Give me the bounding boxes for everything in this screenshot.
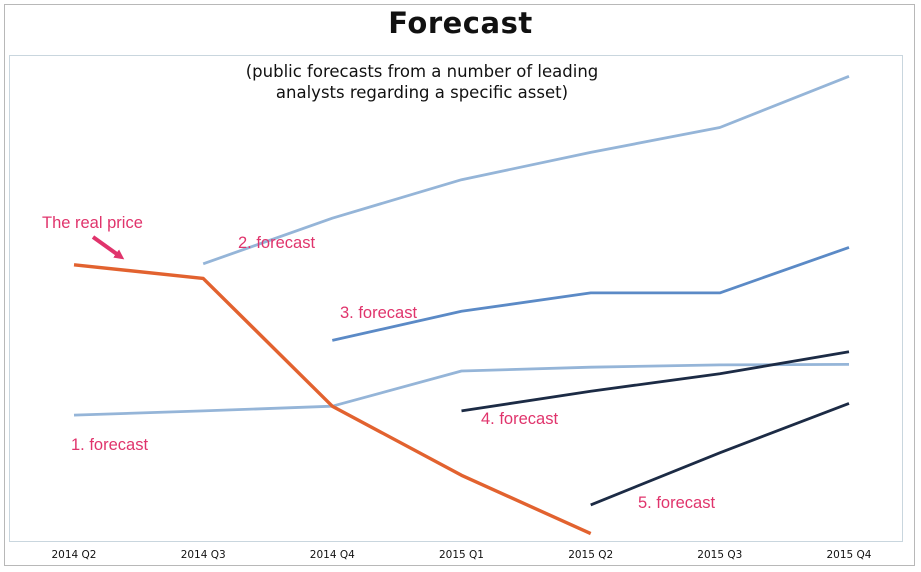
series-layer xyxy=(73,74,850,536)
x-tick-label: 2015 Q3 xyxy=(697,549,742,561)
x-tick-label: 2014 Q4 xyxy=(310,549,355,561)
chart-title: Forecast xyxy=(388,6,533,40)
annotation-4-forecast: 4. forecast xyxy=(481,410,558,428)
x-tick-label: 2014 Q3 xyxy=(181,549,226,561)
annotation-layer: The real price 1. forecast 2. forecast 3. f… xyxy=(42,214,715,512)
x-axis-ticks: 2014 Q2 2014 Q3 2014 Q4 2015 Q1 2015 Q2 2015 … xyxy=(51,549,871,561)
plot-area xyxy=(9,55,903,542)
x-tick-label: 2015 Q2 xyxy=(568,549,613,561)
x-tick-label: 2014 Q2 xyxy=(51,549,96,561)
chart-subtitle: (public forecasts from a number of leadi… xyxy=(245,62,599,102)
annotation-arrow xyxy=(91,235,125,260)
series-line-5-forecast xyxy=(590,402,850,507)
x-tick-label: 2015 Q4 xyxy=(826,549,871,561)
x-tick-label: 2015 Q1 xyxy=(439,549,484,561)
annotation-3-forecast: 3. forecast xyxy=(340,304,417,322)
series-line-4-forecast xyxy=(461,350,850,413)
annotation-5-forecast: 5. forecast xyxy=(638,494,715,512)
annotation-1-forecast: 1. forecast xyxy=(71,436,148,454)
series-line-1-forecast xyxy=(73,363,850,417)
annotation-2-forecast: 2. forecast xyxy=(238,234,315,252)
series-line-2-forecast xyxy=(202,74,850,266)
series-line-the-real-price xyxy=(73,263,592,536)
series-line-3-forecast xyxy=(331,246,850,342)
annotation-the-real-price: The real price xyxy=(42,214,143,232)
